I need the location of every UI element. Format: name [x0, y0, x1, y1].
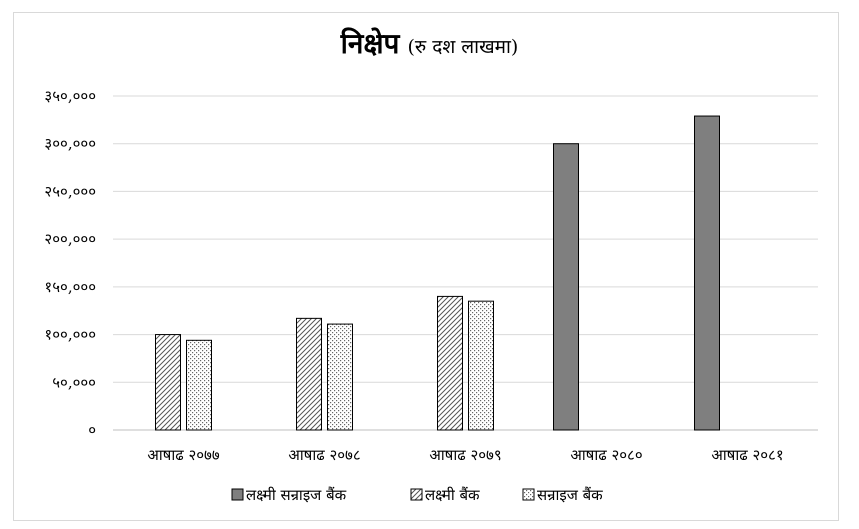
chart-subtitle: (रु दश लाखमा)	[407, 36, 519, 58]
legend-label: लक्ष्मी सन्राइज बैंक	[246, 486, 347, 504]
legend-swatch	[522, 488, 535, 501]
y-tick-label: १५०,०००	[44, 278, 96, 296]
x-category-label: आषाढ २०७८	[288, 446, 360, 464]
y-tick-label: २५०,०००	[44, 182, 96, 200]
y-tick-label: २००,०००	[44, 230, 96, 248]
chart-title: निक्षेप	[340, 27, 400, 60]
y-tick-label: ३००,०००	[44, 135, 96, 153]
bar	[155, 334, 181, 431]
y-tick-label: ५०,०००	[52, 373, 96, 391]
bar	[327, 323, 353, 431]
x-category-label: आषाढ २०८१	[711, 446, 783, 464]
x-category-label: आषाढ २०७७	[147, 446, 219, 464]
bar	[437, 295, 463, 431]
bar	[296, 317, 322, 431]
bar	[186, 339, 212, 431]
x-category-label: आषाढ २०८०	[570, 446, 642, 464]
legend-swatch	[231, 488, 244, 501]
chart-title-block: निक्षेप (रु दश लाखमा)	[0, 24, 859, 62]
bar	[553, 143, 579, 431]
x-category-label: आषाढ २०७९	[429, 446, 501, 464]
bar	[468, 300, 494, 431]
bar	[694, 115, 720, 431]
y-tick-label: १००,०००	[44, 326, 96, 344]
legend-swatch	[410, 488, 423, 501]
legend-label: सन्राइज बैंक	[537, 486, 603, 504]
legend-label: लक्ष्मी बैंक	[425, 486, 480, 504]
y-tick-label: ३५०,०००	[44, 87, 96, 105]
y-tick-label: ०	[88, 421, 96, 439]
